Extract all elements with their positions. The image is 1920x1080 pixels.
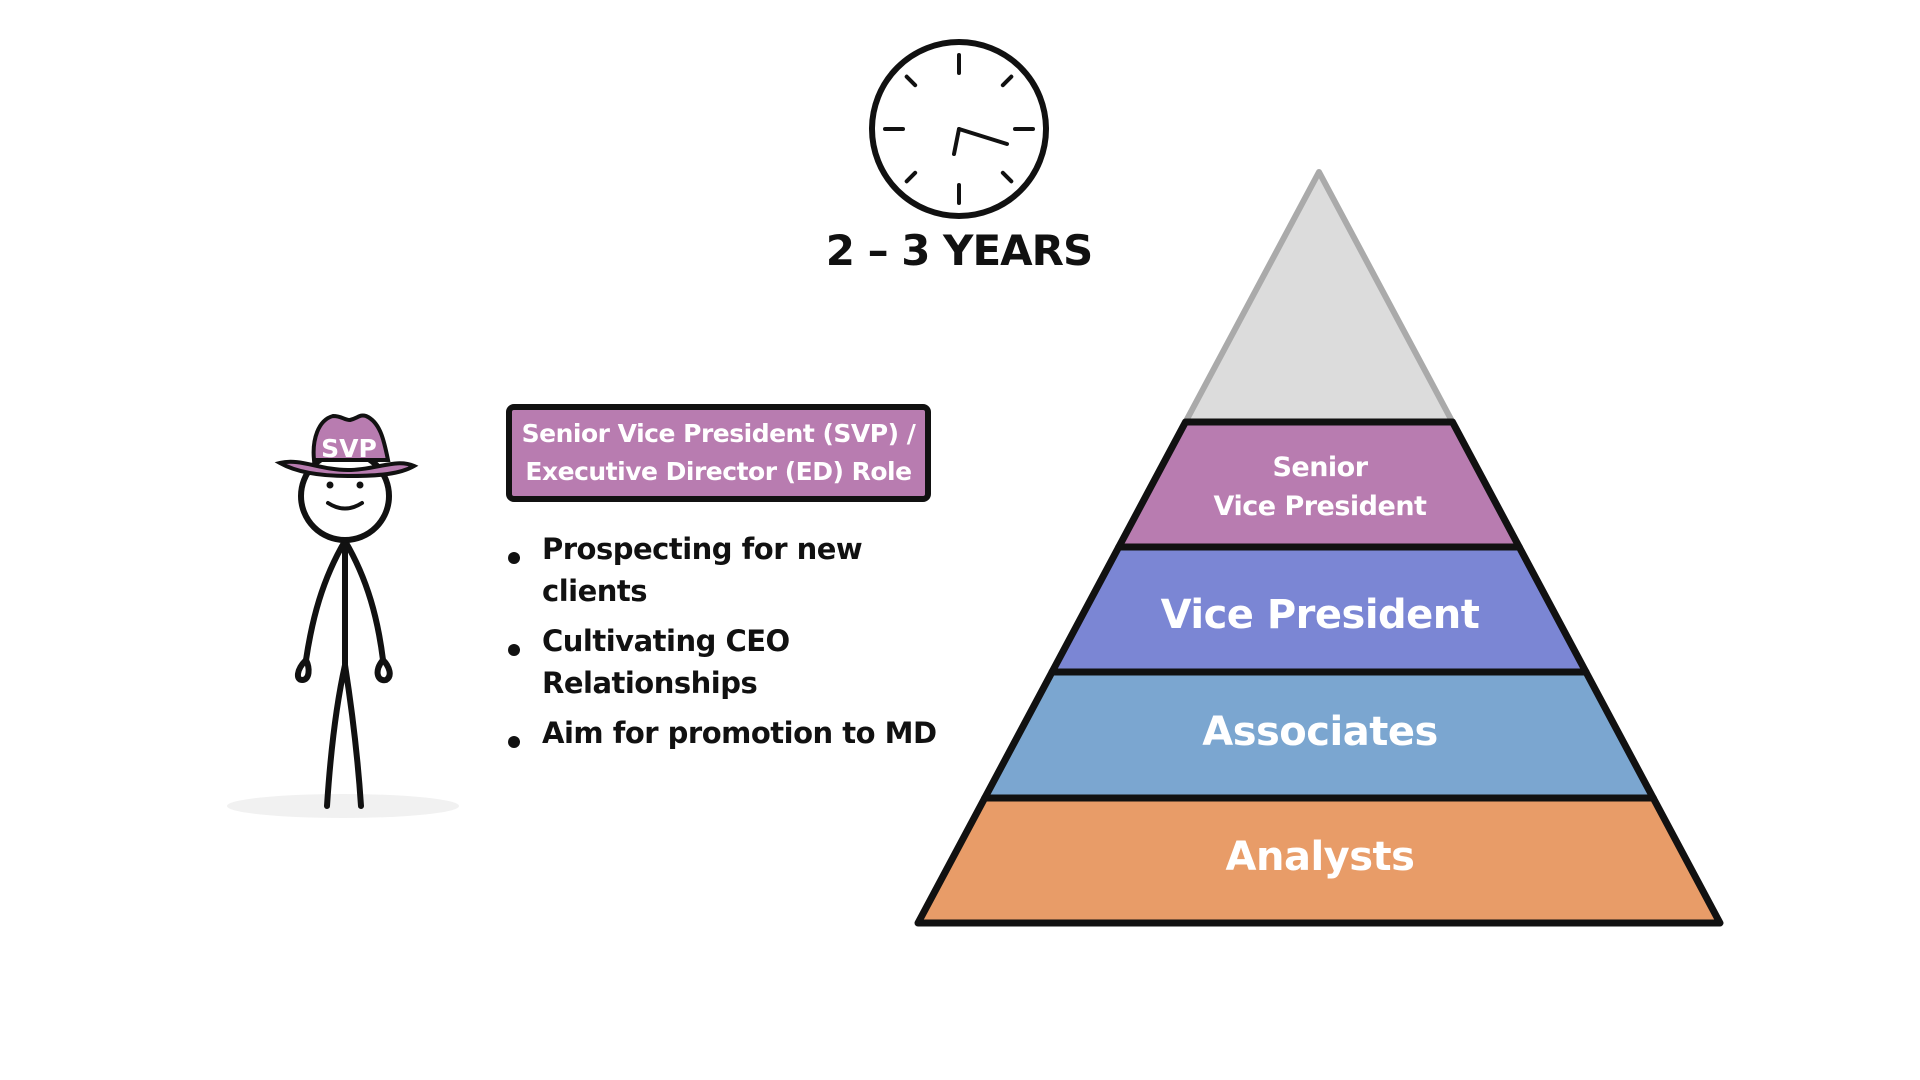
role-title-box: Senior Vice President (SVP) / Executive … bbox=[506, 404, 931, 502]
clock-tick bbox=[1000, 74, 1014, 88]
clock-icon bbox=[869, 39, 1049, 219]
clock-tick bbox=[1000, 170, 1014, 184]
bullet-icon bbox=[508, 736, 520, 748]
bullet-icon bbox=[508, 644, 520, 656]
duration-label: 2 – 3 YEARS bbox=[825, 226, 1094, 275]
clock-tick bbox=[904, 170, 918, 184]
level-top bbox=[1182, 169, 1456, 425]
ground-shadow bbox=[227, 794, 459, 818]
list-item: Cultivating CEO Relationships bbox=[500, 620, 940, 704]
stick-figure bbox=[294, 449, 393, 809]
pyramid bbox=[914, 169, 1724, 927]
role-title-line2: Executive Director (ED) Role bbox=[525, 457, 912, 486]
hat-label: SVP bbox=[321, 434, 377, 463]
bullet-icon bbox=[508, 552, 520, 564]
list-item: Prospecting for new clients bbox=[500, 528, 940, 612]
level-label-vp: Vice President bbox=[1160, 592, 1480, 638]
level-analysts bbox=[914, 794, 1724, 927]
clock-tick bbox=[904, 74, 918, 88]
list-item: Aim for promotion to MD bbox=[500, 712, 940, 754]
hat-icon: SVP bbox=[274, 413, 419, 479]
level-label-associates: Associates bbox=[1202, 709, 1438, 755]
level-label-analysts: Analysts bbox=[1225, 834, 1415, 880]
role-title-line1: Senior Vice President (SVP) / bbox=[521, 419, 916, 448]
level-label-svp: Senior Vice President bbox=[1213, 452, 1427, 522]
responsibilities-list: Prospecting for new clients Cultivating … bbox=[500, 528, 940, 762]
